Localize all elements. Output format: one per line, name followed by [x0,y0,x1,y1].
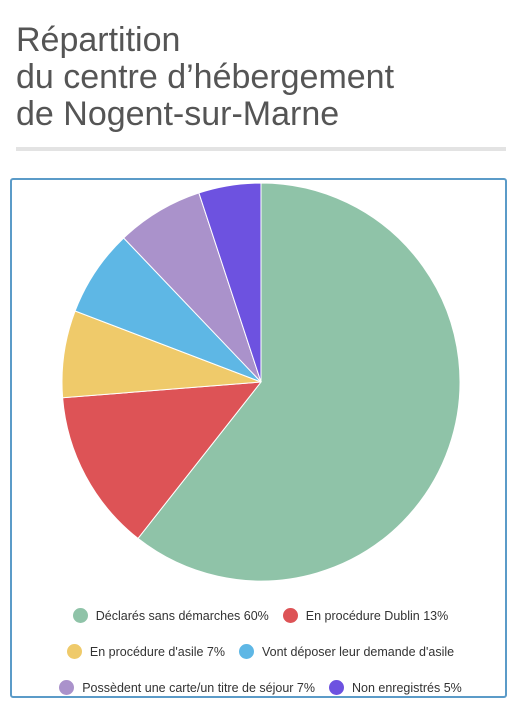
legend-swatch [66,644,82,659]
pie-slice-non-enregistres[interactable] [198,182,262,383]
legend-label: Non enregistrés 5% [352,680,462,695]
legend-row: En procédure d'asile 7% Vont déposer leu… [12,644,509,659]
legend-label: En procédure Dublin 13% [305,608,449,623]
title-divider [16,147,506,151]
pie-slice-dublin[interactable] [62,381,263,540]
legend-swatch [59,680,75,695]
legend-item-asile[interactable]: En procédure d'asile 7% [66,644,225,659]
legend-label: Possèdent une carte/un titre de séjour 7… [82,680,315,695]
legend-item-titre-sejour[interactable]: Possèdent une carte/un titre de séjour 7… [59,680,315,695]
title-line-1: Répartition [16,21,181,59]
page-title: Répartition du centre d’hébergement de N… [16,22,506,133]
title-line-2: du centre d’hébergement [16,58,395,96]
legend-row: Possèdent une carte/un titre de séjour 7… [12,680,509,695]
pie-chart [61,182,461,582]
legend-swatch [329,680,344,695]
chart-frame: Déclarés sans démarches 60% En procédure… [10,178,507,698]
pie-slice-declares[interactable] [137,182,461,582]
legend-row: Déclarés sans démarches 60% En procédure… [12,608,509,623]
legend-label: Déclarés sans démarches 60% [95,608,269,623]
legend-swatch [239,644,254,659]
legend-item-declares[interactable]: Déclarés sans démarches 60% [72,608,269,623]
legend-item-vont-deposer[interactable]: Vont déposer leur demande d'asile [239,644,454,659]
legend-label: Vont déposer leur demande d'asile [262,644,455,659]
legend-item-dublin[interactable]: En procédure Dublin 13% [282,608,449,623]
legend-item-non-enregistres[interactable]: Non enregistrés 5% [329,680,462,695]
legend-swatch [282,608,298,623]
legend-label: En procédure d'asile 7% [89,644,225,659]
legend-swatch [72,608,88,623]
title-line-3: de Nogent-sur-Marne [16,95,340,133]
